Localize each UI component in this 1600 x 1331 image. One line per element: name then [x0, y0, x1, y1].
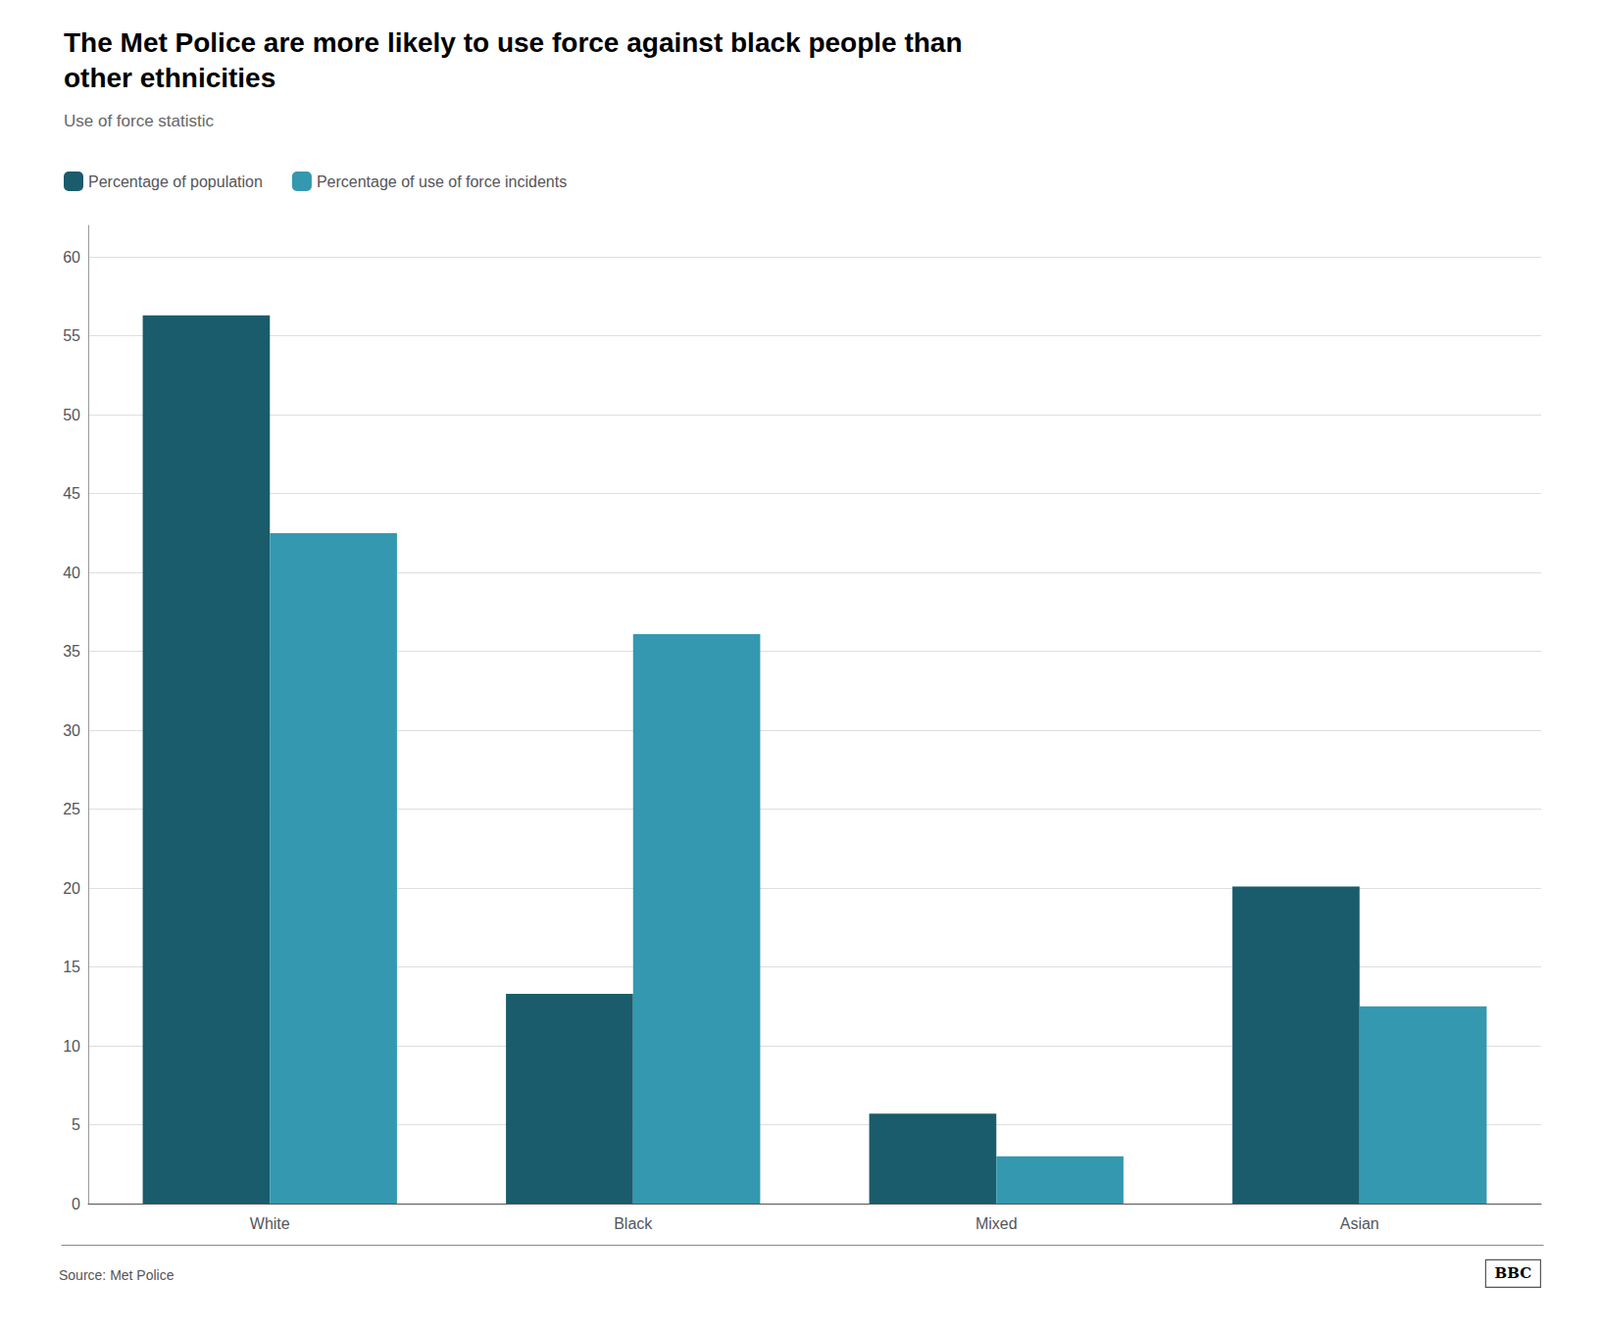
svg-text:Asian: Asian	[1340, 1215, 1380, 1233]
svg-text:Black: Black	[613, 1215, 653, 1233]
svg-text:25: 25	[62, 800, 81, 818]
svg-text:5: 5	[71, 1116, 81, 1134]
svg-text:35: 35	[62, 643, 81, 660]
svg-text:White: White	[250, 1215, 291, 1233]
svg-text:Mixed: Mixed	[975, 1215, 1018, 1233]
svg-text:55: 55	[62, 327, 81, 345]
svg-text:Source: Met Police: Source: Met Police	[58, 1267, 175, 1284]
svg-text:60: 60	[62, 249, 81, 266]
svg-text:45: 45	[62, 485, 81, 502]
svg-text:15: 15	[62, 958, 81, 976]
svg-text:Percentage of population: Percentage of population	[88, 173, 263, 191]
svg-text:20: 20	[62, 880, 81, 898]
svg-text:BBC: BBC	[1495, 1264, 1533, 1283]
svg-text:Use of force statistic: Use of force statistic	[63, 111, 215, 131]
svg-text:50: 50	[62, 406, 81, 424]
svg-text:10: 10	[62, 1038, 81, 1055]
svg-text:The Met Police are more likely: The Met Police are more likely to use fo…	[63, 27, 963, 58]
svg-text:40: 40	[62, 564, 81, 582]
svg-text:other ethnicities: other ethnicities	[63, 62, 276, 94]
svg-text:Percentage of use of force inc: Percentage of use of force incidents	[316, 173, 567, 191]
svg-text:0: 0	[71, 1196, 81, 1213]
svg-text:30: 30	[62, 722, 81, 740]
